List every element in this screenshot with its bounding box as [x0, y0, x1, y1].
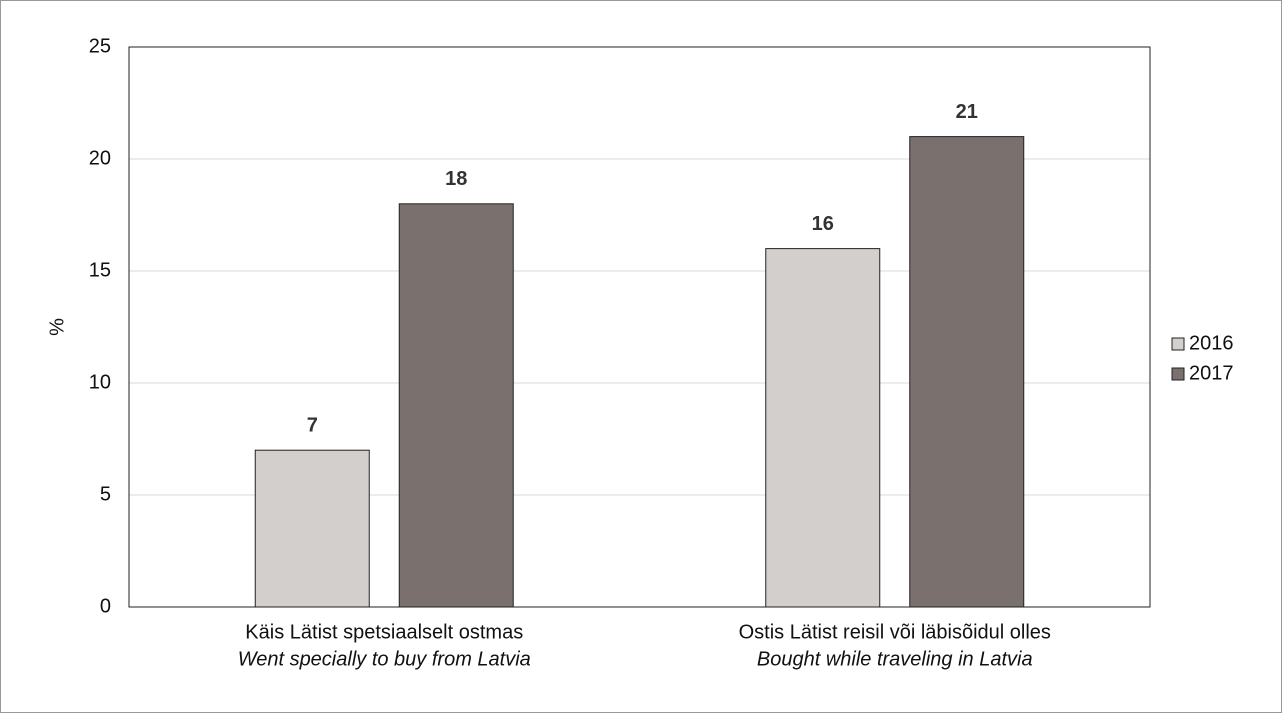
value-label: 7: [307, 414, 318, 436]
legend-label: 2017: [1189, 362, 1234, 384]
bar: [398, 203, 514, 608]
y-axis-label: %: [46, 318, 68, 336]
legend-label: 2016: [1189, 332, 1234, 354]
value-label: 16: [812, 213, 834, 235]
bar: [254, 449, 370, 608]
value-label: 21: [956, 101, 978, 123]
plot-frame: [128, 46, 1151, 608]
y-tick-label: 5: [100, 483, 111, 505]
y-tick-label: 10: [89, 371, 111, 393]
legend-marker: [1171, 367, 1185, 381]
bar: [909, 136, 1025, 608]
y-tick-label: 15: [89, 259, 111, 281]
x-tick-label: Went specially to buy from Latvia: [238, 648, 531, 670]
bar: [765, 248, 881, 608]
y-tick-label: 0: [100, 595, 111, 617]
y-tick-label: 25: [89, 35, 111, 57]
x-tick-label: Bought while traveling in Latvia: [757, 648, 1033, 670]
x-tick-label: Käis Lätist spetsiaalselt ostmas: [245, 621, 523, 643]
legend-marker: [1171, 337, 1185, 351]
x-tick-label: Ostis Lätist reisil või läbisõidul olles: [739, 621, 1051, 643]
value-label: 18: [445, 168, 467, 190]
y-tick-label: 20: [89, 147, 111, 169]
